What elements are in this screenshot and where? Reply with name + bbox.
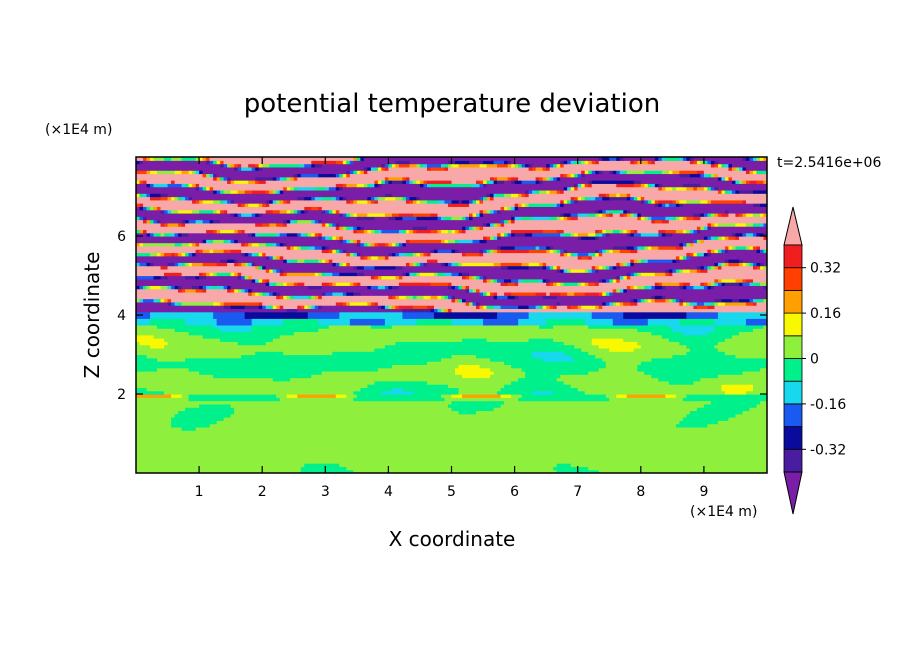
x-tick-label: 5 bbox=[447, 484, 456, 500]
colorbar-segment bbox=[783, 312, 803, 337]
colorbar-label: 0.32 bbox=[810, 261, 841, 277]
x-axis-label: X coordinate bbox=[389, 527, 516, 551]
colorbar-segment bbox=[783, 335, 803, 359]
colorbar: 0.32 0.16 0 -0.16 -0.32 bbox=[783, 206, 846, 515]
colorbar-over-triangle bbox=[783, 206, 803, 246]
y-axis-ticks: 2 4 6 bbox=[117, 229, 767, 403]
x-tick-label: 6 bbox=[510, 484, 519, 500]
colorbar-segment bbox=[783, 448, 803, 473]
time-label: t=2.5416e+06 bbox=[777, 155, 881, 171]
colorbar-label: -0.16 bbox=[810, 397, 846, 413]
y-tick-label: 2 bbox=[117, 387, 126, 403]
colorbar-segment bbox=[783, 403, 803, 427]
colorbar-under-triangle bbox=[783, 471, 803, 515]
contour-field bbox=[136, 157, 767, 473]
colorbar-label: -0.32 bbox=[810, 442, 846, 458]
y-axis-label: Z coordinate bbox=[80, 252, 104, 379]
chart-title: potential temperature deviation bbox=[244, 89, 660, 119]
colorbar-label: 0.16 bbox=[810, 306, 841, 322]
colorbar-segment bbox=[783, 358, 803, 382]
x-tick-label: 3 bbox=[321, 484, 330, 500]
colorbar-label: 0 bbox=[810, 352, 819, 368]
colorbar-segment bbox=[783, 244, 803, 269]
x-tick-label: 1 bbox=[195, 484, 204, 500]
colorbar-segment bbox=[783, 289, 803, 314]
colorbar-segment bbox=[783, 267, 803, 291]
colorbar-segment bbox=[783, 380, 803, 405]
x-tick-label: 9 bbox=[699, 484, 708, 500]
colorbar-segment bbox=[783, 426, 803, 450]
x-tick-label: 7 bbox=[573, 484, 582, 500]
x-tick-label: 2 bbox=[258, 484, 267, 500]
y-axis-unit: (×1E4 m) bbox=[45, 122, 112, 138]
x-axis-ticks: 1 2 3 4 5 6 7 8 9 bbox=[195, 157, 708, 500]
y-tick-label: 6 bbox=[117, 229, 126, 245]
y-tick-label: 4 bbox=[117, 308, 126, 324]
x-tick-label: 8 bbox=[636, 484, 645, 500]
x-tick-label: 4 bbox=[384, 484, 393, 500]
x-axis-unit: (×1E4 m) bbox=[690, 504, 757, 520]
